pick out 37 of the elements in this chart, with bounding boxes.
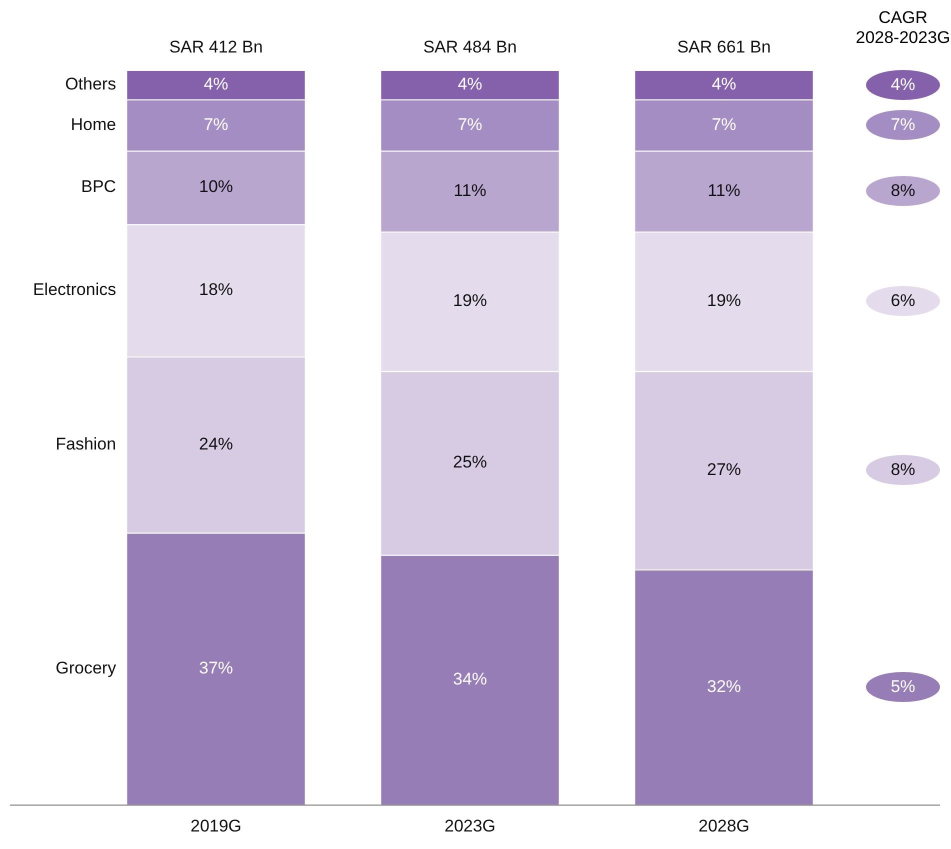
- x-tick-label: 2023G: [444, 816, 496, 836]
- series-label: Fashion: [56, 434, 116, 454]
- oval-badge: 8%: [866, 455, 940, 486]
- data-label: 37%: [198, 658, 234, 678]
- data-label: 7%: [458, 114, 482, 134]
- data-label: 34%: [452, 669, 488, 688]
- data-label: 4%: [204, 74, 228, 94]
- data-label: 7%: [712, 114, 736, 134]
- series-label: Grocery: [56, 658, 117, 678]
- oval-badge: 7%: [866, 110, 940, 140]
- series-label: Home: [70, 114, 116, 134]
- data-label: 4%: [458, 74, 482, 94]
- data-label: 27%: [706, 460, 742, 480]
- oval-badge: 5%: [866, 672, 940, 702]
- oval-badge: 4%: [866, 70, 940, 100]
- data-label: 10%: [198, 177, 234, 196]
- series-label: BPC: [81, 177, 116, 196]
- total-label: SAR 412 Bn: [169, 38, 263, 57]
- data-label: 11%: [454, 180, 486, 200]
- series-label: Others: [65, 74, 116, 94]
- data-label: 18%: [198, 280, 234, 300]
- total-label: SAR 661 Bn: [677, 38, 771, 57]
- data-label: 4%: [712, 74, 736, 94]
- oval-badge: 6%: [866, 286, 940, 316]
- series-label: Electronics: [32, 280, 116, 300]
- data-label: 24%: [198, 434, 234, 454]
- total-label: SAR 484 Bn: [423, 38, 517, 57]
- x-tick-label: 2028G: [698, 816, 750, 836]
- data-label: 25%: [452, 452, 488, 472]
- data-label: 19%: [706, 291, 742, 310]
- data-label: 11%: [708, 180, 740, 200]
- text: CAGR 2028-2023G: [854, 8, 951, 48]
- data-label: 7%: [204, 114, 228, 134]
- oval-badge: 8%: [866, 176, 940, 206]
- x-tick-label: 2019G: [190, 816, 242, 836]
- data-label: 32%: [706, 676, 742, 696]
- data-label: 19%: [452, 291, 488, 310]
